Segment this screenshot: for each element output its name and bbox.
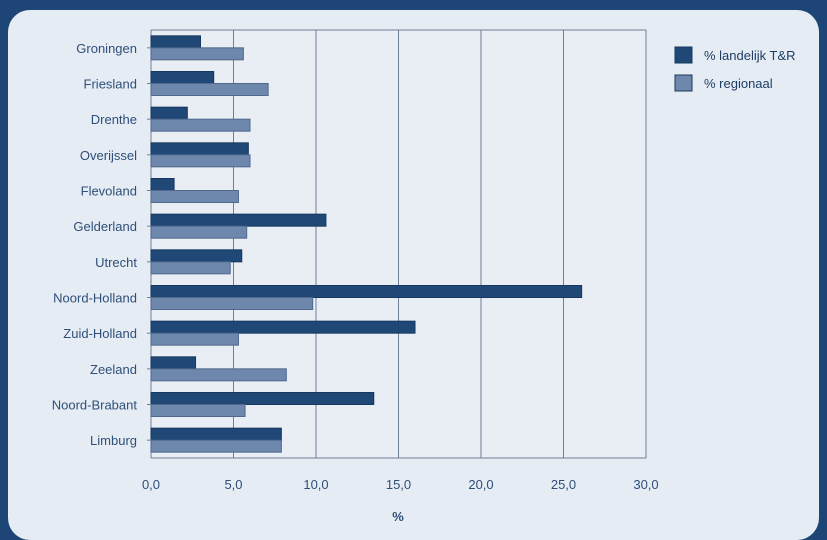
bar-landelijk: [150, 427, 282, 441]
legend-swatch-landelijk: [674, 46, 693, 64]
category-label: Zuid-Holland: [63, 326, 137, 341]
category-label: Zeeland: [90, 362, 137, 377]
bar-regionaal: [150, 225, 248, 239]
category-label: Noord-Brabant: [52, 398, 138, 413]
bar-regionaal: [150, 439, 282, 453]
bar-regionaal: [150, 261, 231, 275]
category-label: Groningen: [76, 41, 137, 56]
category-label: Friesland: [84, 77, 137, 92]
bar-landelijk: [150, 320, 416, 334]
x-tick-label: 25,0: [551, 477, 576, 492]
bar-landelijk: [150, 106, 188, 120]
bar-landelijk: [150, 285, 583, 298]
bar-regionaal: [150, 404, 246, 417]
bar-regionaal: [150, 332, 239, 346]
bar-landelijk: [150, 356, 197, 370]
bar-landelijk: [150, 71, 215, 84]
x-tick-label: 0,0: [142, 477, 160, 492]
bar-landelijk: [150, 142, 249, 156]
x-axis-label: %: [392, 509, 404, 524]
bar-landelijk: [150, 249, 243, 263]
x-tick-label: 10,0: [303, 477, 328, 492]
category-label: Limburg: [90, 433, 137, 448]
bar-landelijk: [150, 392, 375, 405]
bar-landelijk: [150, 35, 201, 49]
x-tick-label: 30,0: [633, 477, 658, 492]
title-strip: [0, 0, 827, 10]
legend-swatch-regionaal: [674, 74, 693, 92]
bar-regionaal: [150, 368, 287, 382]
bar-chart: 0,0 5,0 10,0 15,0 20,0 25,0 30,0 Groningen Fries…: [52, 29, 796, 524]
bar-regionaal: [150, 154, 251, 168]
bar-regionaal: [150, 118, 251, 132]
category-label: Utrecht: [95, 255, 137, 270]
bar-landelijk: [150, 178, 175, 191]
x-tick-label: 20,0: [468, 477, 493, 492]
bar-regionaal: [150, 190, 239, 203]
bar-landelijk: [150, 213, 327, 227]
category-label: Flevoland: [81, 184, 137, 199]
bar-regionaal: [150, 47, 244, 61]
x-tick-label: 5,0: [224, 477, 242, 492]
category-label: Overijssel: [80, 148, 137, 163]
legend-label-regionaal: % regionaal: [704, 76, 773, 91]
bar-regionaal: [150, 297, 314, 310]
x-tick-label: 15,0: [386, 477, 411, 492]
category-label: Gelderland: [73, 219, 137, 234]
legend-label-landelijk: % landelijk T&R: [704, 48, 796, 63]
category-label: Noord-Holland: [53, 291, 137, 306]
category-label: Drenthe: [91, 112, 137, 127]
bar-regionaal: [150, 83, 269, 96]
